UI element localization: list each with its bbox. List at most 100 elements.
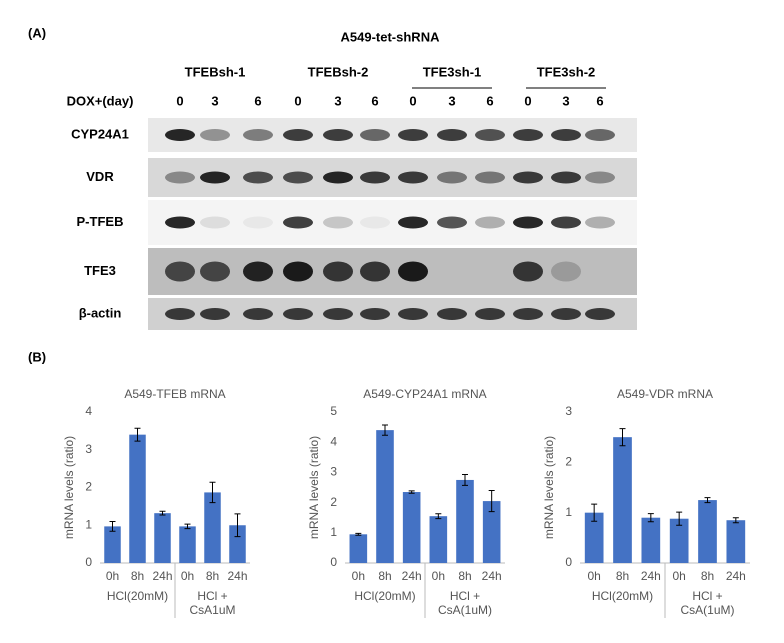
blot-label: P-TFEB (77, 214, 124, 229)
bar (429, 516, 448, 563)
y-tick-label: 1 (85, 517, 92, 531)
day-label: 0 (294, 93, 301, 108)
x-tick-label: 24h (641, 569, 661, 583)
error-bar (234, 513, 241, 538)
bar (402, 492, 421, 563)
y-tick-label: 0 (85, 555, 92, 569)
error-bar (462, 474, 468, 486)
day-label: 6 (486, 93, 493, 108)
y-tick-label: 3 (565, 404, 572, 418)
blot-label: β-actin (79, 305, 122, 320)
band (398, 216, 428, 229)
bar (376, 430, 394, 563)
day-label: 6 (254, 93, 261, 108)
y-tick-label: 2 (330, 495, 337, 509)
band (243, 216, 273, 229)
group-label: TFEBsh-1 (185, 64, 246, 79)
day-label: 6 (596, 93, 603, 108)
bar (129, 434, 146, 563)
band (437, 216, 467, 229)
band (283, 308, 313, 320)
band (513, 129, 543, 141)
x-tick-label: 8h (131, 569, 144, 583)
chart-title: A549-VDR mRNA (617, 387, 713, 401)
band (323, 261, 353, 282)
band (437, 129, 467, 141)
day-label: 3 (562, 93, 569, 108)
band (283, 129, 313, 141)
x-tick-label: 8h (616, 569, 629, 583)
band (437, 171, 467, 184)
panel-label: (B) (28, 349, 46, 364)
band (200, 129, 230, 141)
group-label: HCl + (692, 589, 722, 603)
blot-title: A549-tet-shRNA (341, 29, 441, 44)
band (323, 216, 353, 229)
day-label: 0 (524, 93, 531, 108)
band (551, 261, 581, 282)
group-label: CsA(1uM) (680, 603, 734, 617)
bar (698, 500, 717, 563)
band (200, 308, 230, 320)
band (323, 129, 353, 141)
band (551, 171, 581, 184)
band (283, 216, 313, 229)
band (398, 261, 428, 282)
bar (584, 512, 604, 563)
band (200, 261, 230, 282)
bar (613, 437, 632, 563)
blot-label: TFE3 (84, 263, 116, 278)
error-bar (159, 510, 166, 516)
y-tick-label: 1 (330, 525, 337, 539)
band (475, 216, 505, 229)
band (475, 129, 505, 141)
bar (641, 517, 661, 563)
band (513, 216, 543, 229)
error-bar (488, 490, 495, 513)
y-tick-label: 1 (565, 505, 572, 519)
x-tick-label: 24h (726, 569, 746, 583)
y-axis-label: mRNA levels (ratio) (542, 436, 556, 539)
error-bar (209, 481, 216, 504)
bar (456, 479, 474, 563)
band (283, 261, 313, 282)
y-tick-label: 4 (85, 404, 92, 418)
band (243, 261, 273, 282)
x-tick-label: 8h (458, 569, 471, 583)
x-tick-label: 8h (701, 569, 714, 583)
error-bar (619, 428, 626, 447)
y-tick-label: 2 (85, 480, 92, 494)
x-tick-label: 8h (378, 569, 391, 583)
band (513, 261, 543, 282)
band (475, 308, 505, 320)
day-label: 3 (448, 93, 455, 108)
bar (154, 513, 171, 563)
row-label: DOX+(day) (67, 93, 134, 108)
error-bar (435, 513, 442, 520)
group-label: HCl + (450, 589, 480, 603)
x-tick-label: 24h (152, 569, 172, 583)
error-bar (184, 523, 191, 530)
error-bar (355, 532, 362, 536)
band (360, 216, 390, 229)
bar (669, 518, 689, 563)
band (200, 216, 230, 229)
band (243, 171, 273, 184)
band (165, 129, 195, 141)
error-bar (647, 513, 654, 523)
group-label: HCl(20mM) (107, 589, 168, 603)
band (398, 308, 428, 320)
band (243, 129, 273, 141)
error-bar (732, 517, 739, 524)
x-tick-label: 0h (672, 569, 685, 583)
x-tick-label: 0h (106, 569, 119, 583)
chart-title: A549-TFEB mRNA (124, 387, 225, 401)
band (360, 261, 390, 282)
day-label: 0 (176, 93, 183, 108)
band (323, 308, 353, 320)
y-axis-label: mRNA levels (ratio) (62, 436, 76, 539)
group-label: TFE3sh-1 (423, 64, 482, 79)
y-tick-label: 5 (330, 404, 337, 418)
x-tick-label: 24h (227, 569, 247, 583)
